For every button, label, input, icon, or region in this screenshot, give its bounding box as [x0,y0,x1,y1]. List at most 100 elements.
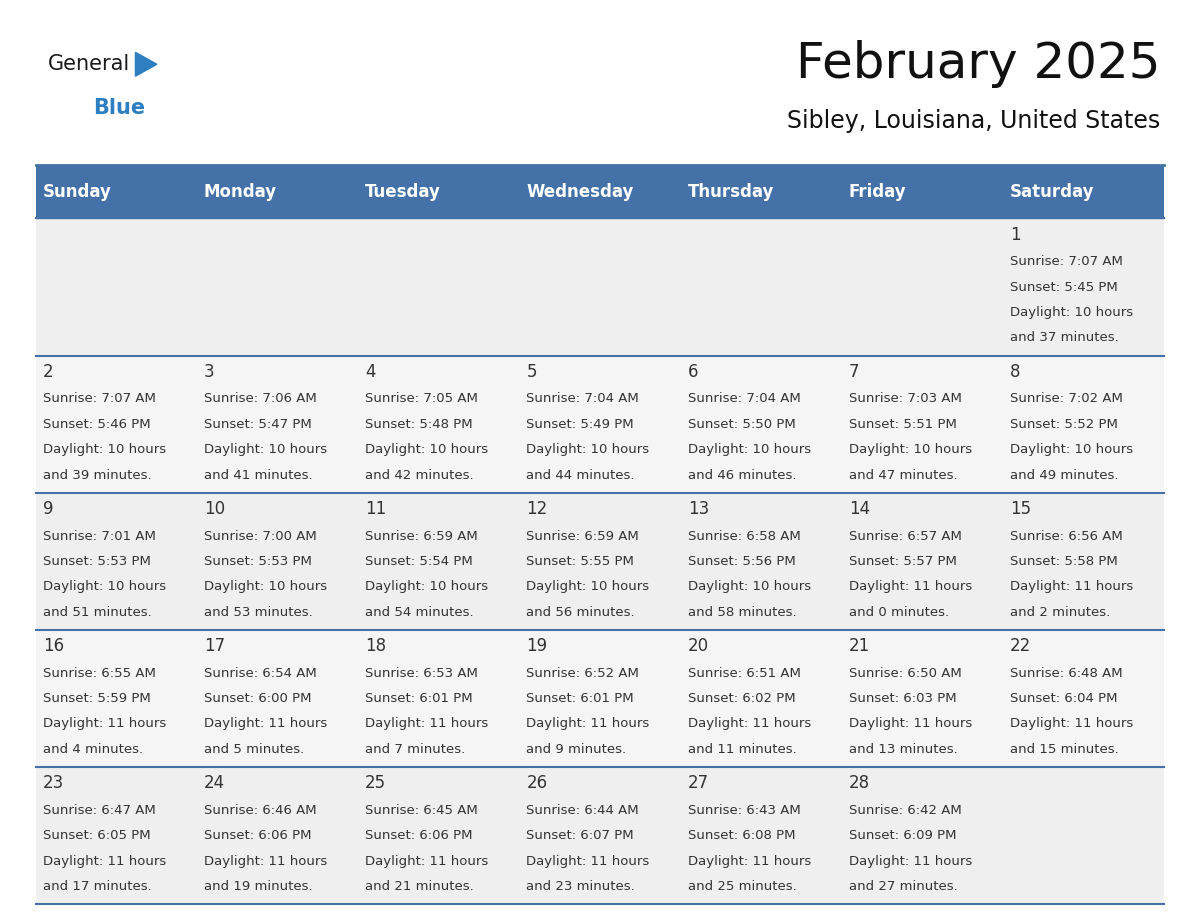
Bar [36,767,1164,904]
Text: Sunset: 5:59 PM: Sunset: 5:59 PM [43,692,151,705]
Text: Daylight: 10 hours: Daylight: 10 hours [849,443,972,456]
Text: Sunrise: 6:47 AM: Sunrise: 6:47 AM [43,804,156,817]
Text: and 25 minutes.: and 25 minutes. [688,880,796,893]
Text: 11: 11 [365,500,386,518]
Text: Sunrise: 6:51 AM: Sunrise: 6:51 AM [688,666,801,679]
Text: Daylight: 11 hours: Daylight: 11 hours [688,718,811,731]
Text: Sibley, Louisiana, United States: Sibley, Louisiana, United States [788,109,1161,133]
Text: Sunset: 6:01 PM: Sunset: 6:01 PM [365,692,473,705]
Text: Friday: Friday [849,183,906,201]
Text: Sunrise: 6:46 AM: Sunrise: 6:46 AM [204,804,317,817]
Text: Sunset: 6:07 PM: Sunset: 6:07 PM [526,829,634,843]
Bar [358,165,519,218]
Text: Daylight: 10 hours: Daylight: 10 hours [1010,306,1133,319]
Text: Sunrise: 6:55 AM: Sunrise: 6:55 AM [43,666,156,679]
Text: and 44 minutes.: and 44 minutes. [526,468,634,482]
Text: Daylight: 11 hours: Daylight: 11 hours [1010,718,1133,731]
Text: and 53 minutes.: and 53 minutes. [204,606,312,619]
Text: 19: 19 [526,637,548,655]
Text: 21: 21 [849,637,870,655]
Text: Daylight: 11 hours: Daylight: 11 hours [526,718,650,731]
Text: Daylight: 11 hours: Daylight: 11 hours [1010,580,1133,593]
Text: Sunset: 5:53 PM: Sunset: 5:53 PM [204,555,312,568]
Text: Sunset: 6:03 PM: Sunset: 6:03 PM [849,692,956,705]
Text: Sunrise: 6:44 AM: Sunrise: 6:44 AM [526,804,639,817]
Text: 15: 15 [1010,500,1031,518]
Text: Wednesday: Wednesday [526,183,634,201]
Text: Daylight: 11 hours: Daylight: 11 hours [849,718,972,731]
Text: and 0 minutes.: and 0 minutes. [849,606,949,619]
Text: and 19 minutes.: and 19 minutes. [204,880,312,893]
Text: Sunset: 5:50 PM: Sunset: 5:50 PM [688,418,796,431]
Text: Daylight: 10 hours: Daylight: 10 hours [43,580,166,593]
Text: Sunrise: 7:02 AM: Sunrise: 7:02 AM [1010,392,1123,406]
Text: Sunrise: 6:53 AM: Sunrise: 6:53 AM [365,666,478,679]
Text: 16: 16 [43,637,64,655]
Text: Sunrise: 6:45 AM: Sunrise: 6:45 AM [365,804,478,817]
Bar [842,165,1003,218]
Text: Sunset: 6:05 PM: Sunset: 6:05 PM [43,829,151,843]
Text: and 11 minutes.: and 11 minutes. [688,743,796,756]
Text: 14: 14 [849,500,870,518]
Text: Sunrise: 7:07 AM: Sunrise: 7:07 AM [43,392,156,406]
Text: 9: 9 [43,500,53,518]
Text: Sunset: 5:53 PM: Sunset: 5:53 PM [43,555,151,568]
Text: Daylight: 11 hours: Daylight: 11 hours [204,855,327,868]
Text: Sunset: 6:00 PM: Sunset: 6:00 PM [204,692,311,705]
Text: Sunrise: 6:42 AM: Sunrise: 6:42 AM [849,804,961,817]
Text: and 15 minutes.: and 15 minutes. [1010,743,1119,756]
Text: Daylight: 10 hours: Daylight: 10 hours [526,443,650,456]
Text: Sunrise: 7:00 AM: Sunrise: 7:00 AM [204,530,317,543]
Text: Sunrise: 6:59 AM: Sunrise: 6:59 AM [526,530,639,543]
Text: and 42 minutes.: and 42 minutes. [365,468,474,482]
Text: and 39 minutes.: and 39 minutes. [43,468,151,482]
Text: Daylight: 11 hours: Daylight: 11 hours [204,718,327,731]
Bar [36,218,1164,355]
Text: and 5 minutes.: and 5 minutes. [204,743,304,756]
Text: and 23 minutes.: and 23 minutes. [526,880,636,893]
Text: and 47 minutes.: and 47 minutes. [849,468,958,482]
Text: 7: 7 [849,363,859,381]
Text: Sunrise: 7:01 AM: Sunrise: 7:01 AM [43,530,156,543]
Text: 1: 1 [1010,226,1020,244]
Text: Daylight: 10 hours: Daylight: 10 hours [688,443,810,456]
Text: Thursday: Thursday [688,183,775,201]
Text: Sunrise: 7:05 AM: Sunrise: 7:05 AM [365,392,478,406]
Text: Daylight: 11 hours: Daylight: 11 hours [43,855,166,868]
Text: Sunset: 5:56 PM: Sunset: 5:56 PM [688,555,796,568]
Text: 2: 2 [43,363,53,381]
Text: 25: 25 [365,775,386,792]
Bar [36,165,197,218]
Text: 12: 12 [526,500,548,518]
Text: Sunrise: 6:54 AM: Sunrise: 6:54 AM [204,666,317,679]
Bar [36,493,1164,630]
Text: Sunrise: 6:57 AM: Sunrise: 6:57 AM [849,530,962,543]
Text: Daylight: 11 hours: Daylight: 11 hours [365,718,488,731]
Text: Daylight: 11 hours: Daylight: 11 hours [688,855,811,868]
Text: Daylight: 10 hours: Daylight: 10 hours [365,580,488,593]
Text: 3: 3 [204,363,215,381]
Text: Sunset: 6:02 PM: Sunset: 6:02 PM [688,692,795,705]
Text: Sunset: 5:49 PM: Sunset: 5:49 PM [526,418,634,431]
Text: Daylight: 10 hours: Daylight: 10 hours [526,580,650,593]
Text: Sunset: 6:09 PM: Sunset: 6:09 PM [849,829,956,843]
Text: and 56 minutes.: and 56 minutes. [526,606,636,619]
Text: Sunset: 6:01 PM: Sunset: 6:01 PM [526,692,634,705]
Text: and 4 minutes.: and 4 minutes. [43,743,143,756]
Text: Sunrise: 6:50 AM: Sunrise: 6:50 AM [849,666,961,679]
Text: Sunrise: 6:48 AM: Sunrise: 6:48 AM [1010,666,1123,679]
Text: Sunset: 5:58 PM: Sunset: 5:58 PM [1010,555,1118,568]
Text: Sunday: Sunday [43,183,112,201]
Text: Daylight: 11 hours: Daylight: 11 hours [365,855,488,868]
Text: Sunrise: 6:43 AM: Sunrise: 6:43 AM [688,804,801,817]
Text: Sunrise: 6:52 AM: Sunrise: 6:52 AM [526,666,639,679]
Text: and 21 minutes.: and 21 minutes. [365,880,474,893]
Text: Daylight: 11 hours: Daylight: 11 hours [43,718,166,731]
Text: and 49 minutes.: and 49 minutes. [1010,468,1119,482]
Polygon shape [135,52,157,76]
Text: Blue: Blue [93,98,145,118]
Text: Sunset: 5:55 PM: Sunset: 5:55 PM [526,555,634,568]
Text: 10: 10 [204,500,225,518]
Text: and 17 minutes.: and 17 minutes. [43,880,152,893]
Text: Tuesday: Tuesday [365,183,441,201]
